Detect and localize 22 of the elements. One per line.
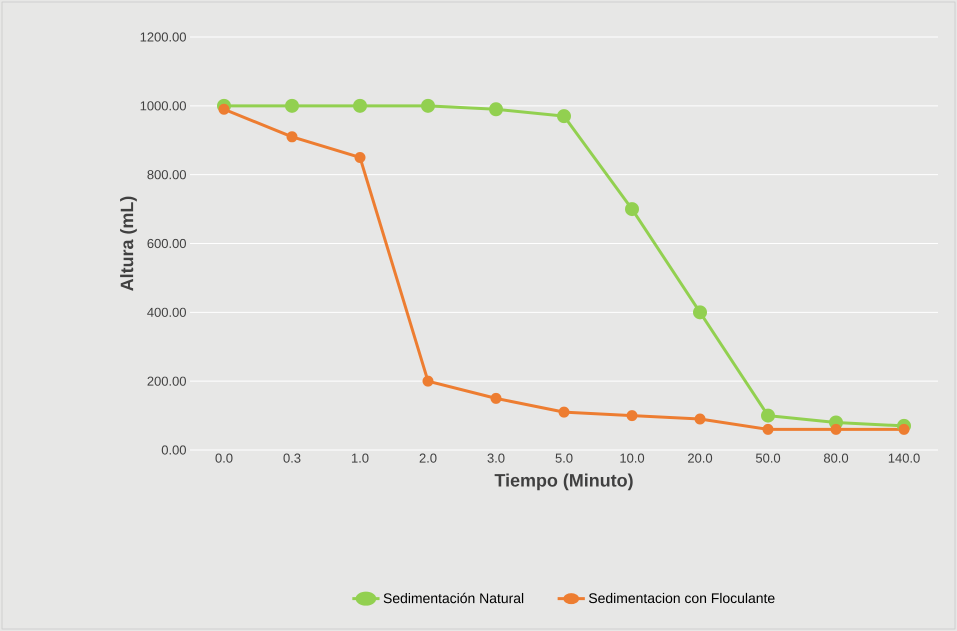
y-tick-label: 1000.00 [140,101,186,110]
x-axis-title: Tiempo (Minuto) [494,474,633,490]
x-tick-label: 5.0 [556,454,573,463]
x-tick-label: 80.0 [824,454,848,463]
y-tick-label: 0.00 [162,445,186,455]
y-tick-label: 600.00 [148,238,186,248]
y-tick-label: 200.00 [148,376,186,386]
x-tick-label: 140.0 [888,454,920,463]
x-tick-label: 2.0 [420,454,437,463]
x-tick-label: 0.0 [216,454,233,463]
x-tick-label: 20.0 [688,454,712,463]
x-tick-label: 0.3 [284,454,300,463]
y-tick-label: 400.00 [147,308,186,317]
legend-label: Sedimentación Natural [384,592,524,604]
x-tick-label: 1.0 [352,454,369,463]
x-tick-label: 10.0 [620,454,644,463]
legend-label: Sedimentacion con Floculante [588,592,775,604]
x-tick-label: 50.0 [756,454,780,463]
y-tick-label: 800.00 [147,170,186,180]
y-tick-label: 1200.00 [140,32,186,42]
x-tick-label: 3.0 [488,454,505,463]
y-axis-title: Altura (mL) [120,196,137,291]
